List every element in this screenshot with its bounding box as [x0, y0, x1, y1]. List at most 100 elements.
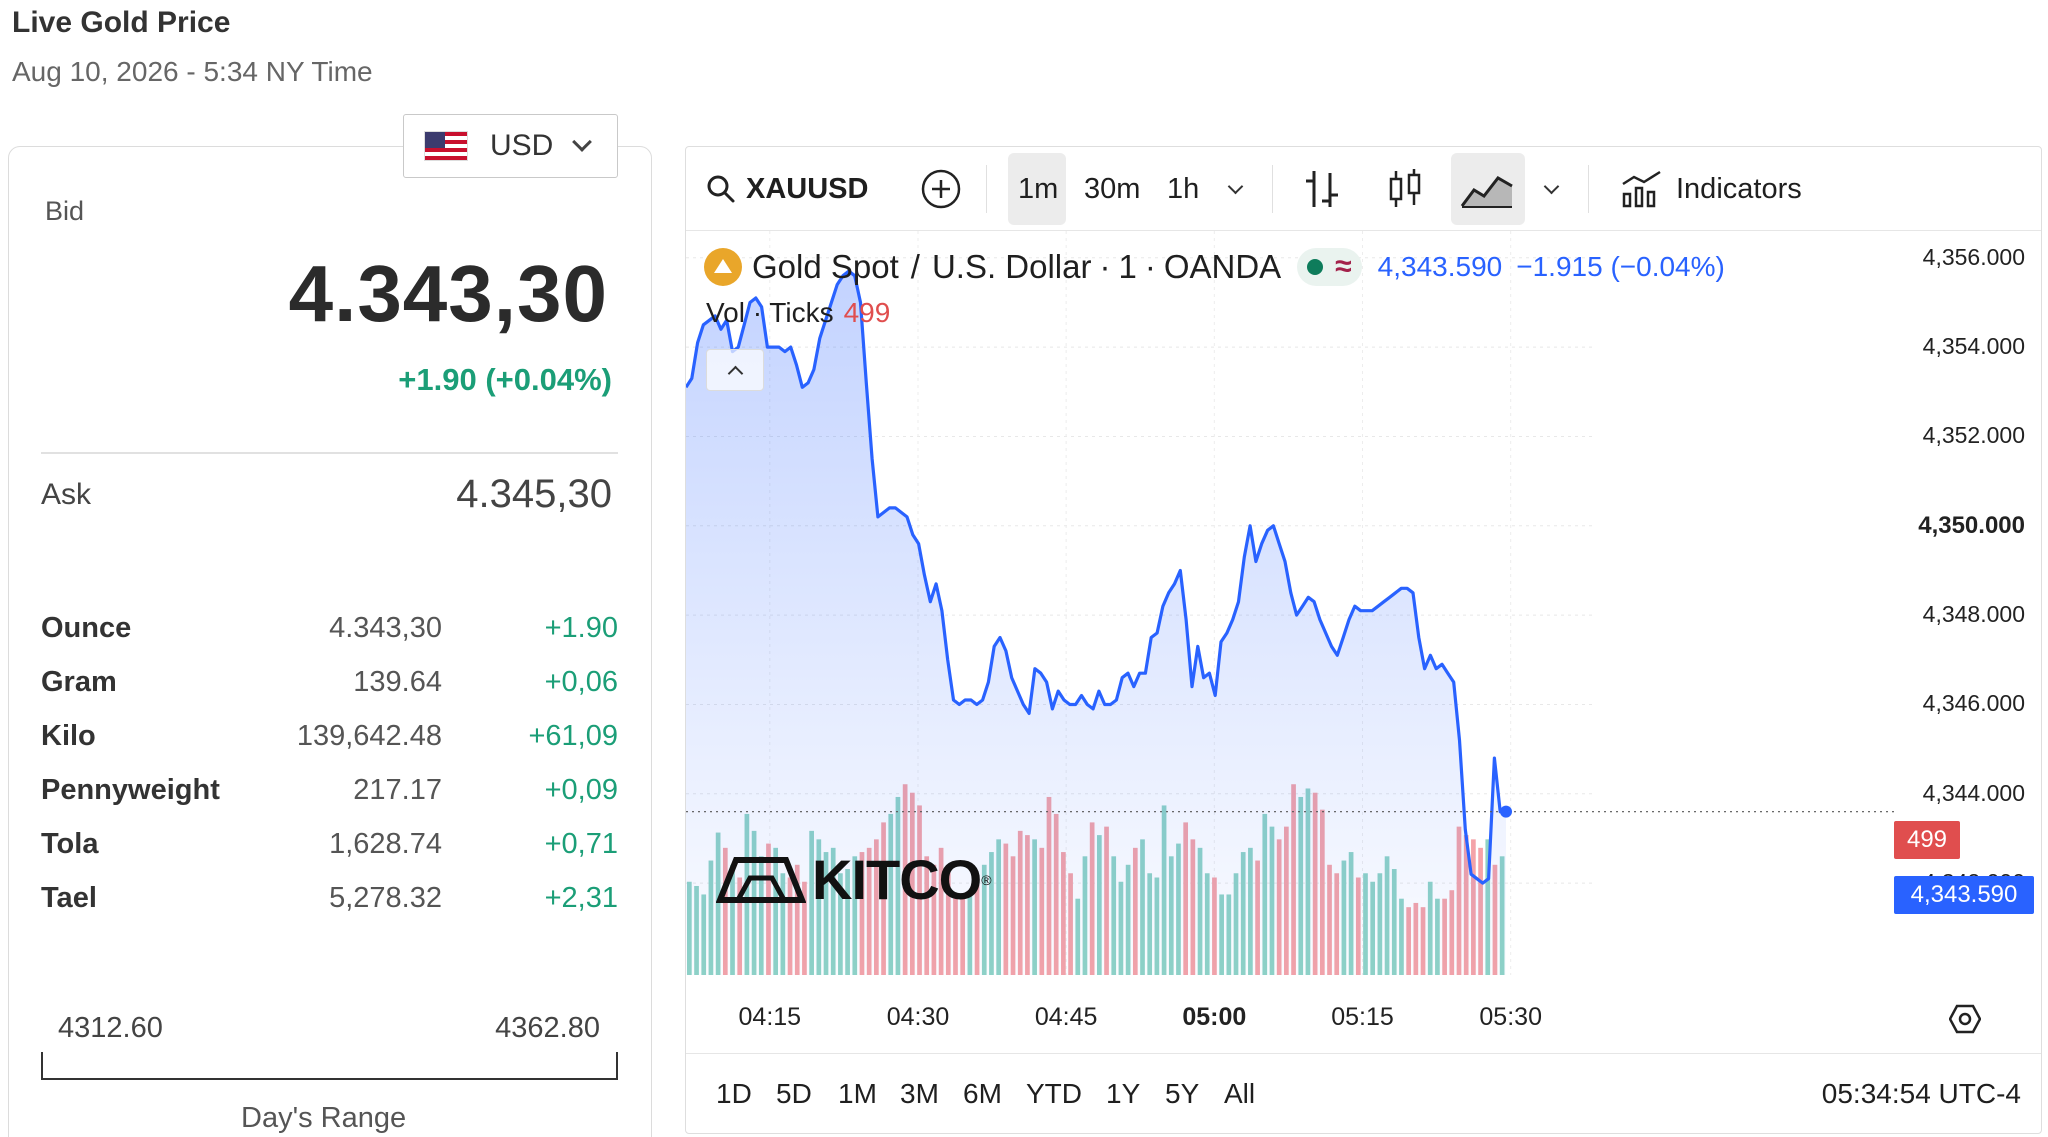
unit-value: 139,642.48 — [296, 720, 442, 752]
bid-label: Bid — [45, 196, 85, 226]
range-tick-right — [616, 1052, 618, 1080]
period-5y[interactable]: 5Y — [1165, 1078, 1200, 1109]
day-range-bar — [41, 1078, 618, 1080]
currency-select[interactable]: USD — [403, 114, 618, 178]
unit-name: Pennyweight — [41, 774, 220, 806]
period-5d[interactable]: 5D — [776, 1078, 812, 1109]
timestamp: Aug 10, 2026 - 5:34 NY Time — [12, 56, 373, 87]
unit-row-tola: Tola 1,628.74 +0,71 — [41, 828, 618, 868]
period-1d[interactable]: 1D — [716, 1078, 752, 1109]
candlestick-icon — [1389, 169, 1421, 207]
currency-label: USD — [490, 129, 554, 162]
chevron-up-icon — [727, 365, 743, 381]
price-line — [686, 269, 1506, 885]
active-interval-highlight — [1008, 153, 1066, 225]
unit-name: Tola — [41, 828, 99, 860]
x-axis-tick-label: 05:15 — [1331, 1003, 1394, 1031]
volume-label: Vol · Ticks — [706, 297, 834, 328]
legend-last-price: 4,343.590 — [1377, 251, 1503, 282]
unit-value: 217.17 — [353, 774, 442, 806]
y-axis-tick-label: 4,348.000 — [1922, 601, 2025, 628]
chart-type-dropdown[interactable] — [1543, 147, 1560, 231]
divider — [41, 452, 618, 454]
period-ytd[interactable]: YTD — [1026, 1078, 1082, 1109]
period-1m[interactable]: 1M — [838, 1078, 877, 1109]
chevron-down-icon — [1543, 178, 1560, 194]
interval-dropdown[interactable] — [1227, 147, 1244, 231]
kitco-bars-icon — [716, 856, 806, 903]
gold-symbol-icon — [704, 248, 742, 286]
interval-30m[interactable]: 30m — [1084, 172, 1141, 205]
chart-settings-icon[interactable] — [1949, 1003, 1981, 1035]
candle-chart-type-button[interactable] — [1387, 147, 1423, 231]
day-range-label: Day's Range — [241, 1102, 407, 1134]
interval-1h[interactable]: 1h — [1167, 172, 1200, 205]
registered-mark: ® — [981, 871, 991, 888]
unit-change: +1.90 — [544, 612, 618, 644]
market-status-badge[interactable]: ≈ — [1297, 248, 1362, 286]
last-price-dot — [1500, 805, 1512, 818]
chevron-down-icon — [1227, 178, 1244, 194]
chart-legend[interactable]: Gold Spot / U.S. Dollar · 1 · OANDA ≈ 4,… — [704, 245, 1725, 289]
y-axis-tick-label: 4,346.000 — [1922, 690, 2025, 717]
legend-interval: 1 — [1118, 248, 1137, 285]
compare-button[interactable] — [920, 147, 962, 231]
unit-change: +0,06 — [544, 666, 618, 698]
interval-1m[interactable]: 1m — [1018, 172, 1059, 205]
y-axis-tick-label: 4,344.000 — [1922, 779, 2025, 806]
area-chart-type-button[interactable] — [1460, 147, 1514, 231]
unit-name: Tael — [41, 882, 97, 914]
chart-toolbar: XAUUSD 1m 30m 1h Indicators — [686, 147, 2041, 231]
price-chart-widget: XAUUSD 1m 30m 1h Indicators — [685, 146, 2042, 1134]
y-axis-tick-label: 4,354.000 — [1922, 333, 2025, 360]
bid-change: +1.90 (+0.04%) — [398, 362, 612, 397]
ohlc-bars-icon — [1306, 171, 1338, 207]
market-open-dot-icon — [1307, 259, 1324, 275]
period-6m[interactable]: 6M — [963, 1078, 1002, 1109]
page-title: Live Gold Price — [12, 6, 231, 39]
kitco-logo: KITCO ® — [716, 847, 992, 912]
unit-value: 1,628.74 — [329, 828, 442, 860]
unit-name: Gram — [41, 666, 117, 698]
period-3m[interactable]: 3M — [900, 1078, 939, 1109]
legend-source: OANDA — [1163, 248, 1282, 285]
chart-clock[interactable]: 05:34:54 UTC-4 — [1821, 1078, 2021, 1109]
unit-name: Kilo — [41, 720, 96, 752]
ask-value: 4.345,30 — [456, 472, 612, 516]
x-axis-tick-label: 04:15 — [738, 1003, 802, 1031]
unit-name: Ounce — [41, 612, 132, 644]
volume-value: 499 — [843, 297, 891, 328]
area-chart-icon — [1460, 176, 1513, 208]
indicators-button[interactable]: Indicators — [1620, 147, 1802, 231]
data-delay-icon: ≈ — [1335, 250, 1352, 283]
volume-legend[interactable]: Vol · Ticks 499 — [706, 297, 890, 329]
x-axis-tick-label: 05:00 — [1182, 1003, 1247, 1031]
price-chart[interactable] — [686, 231, 2042, 1051]
period-1y[interactable]: 1Y — [1106, 1078, 1141, 1109]
unit-value: 4.343,30 — [329, 612, 442, 644]
price-card — [8, 146, 652, 1137]
symbol-search[interactable]: XAUUSD — [704, 147, 868, 231]
bar-chart-type-button[interactable] — [1304, 147, 1340, 231]
period-bar: 1D 5D 1M 3M 6M YTD 1Y 5Y All 05:34:54 UT… — [686, 1053, 2041, 1133]
collapse-legend-button[interactable] — [706, 349, 764, 391]
price-area — [686, 271, 1506, 975]
unit-row-ounce: Ounce 4.343,30 +1.90 — [41, 612, 618, 652]
legend-quote-currency: U.S. Dollar — [931, 248, 1092, 285]
unit-row-pennyweight: Pennyweight 217.17 +0,09 — [41, 774, 618, 814]
period-all[interactable]: All — [1224, 1078, 1256, 1109]
symbol-label: XAUUSD — [746, 172, 869, 205]
y-axis-tick-label: 4,352.000 — [1922, 422, 2025, 449]
ask-label: Ask — [41, 478, 92, 511]
indicators-label: Indicators — [1676, 172, 1802, 205]
legend-change: −1.915 (−0.04%) — [1516, 251, 1725, 282]
unit-row-kilo: Kilo 139,642.48 +61,09 — [41, 720, 618, 760]
range-tick-left — [41, 1052, 43, 1080]
unit-value: 5,278.32 — [329, 882, 442, 914]
kitco-wordmark: KITCO — [812, 848, 982, 911]
unit-change: +0,09 — [544, 774, 618, 806]
x-axis-tick-label: 05:30 — [1479, 1003, 1542, 1031]
y-axis-tick-label: 4,350.000 — [1918, 511, 2025, 539]
day-range-high: 4362.80 — [495, 1012, 600, 1044]
unit-row-gram: Gram 139.64 +0,06 — [41, 666, 618, 706]
